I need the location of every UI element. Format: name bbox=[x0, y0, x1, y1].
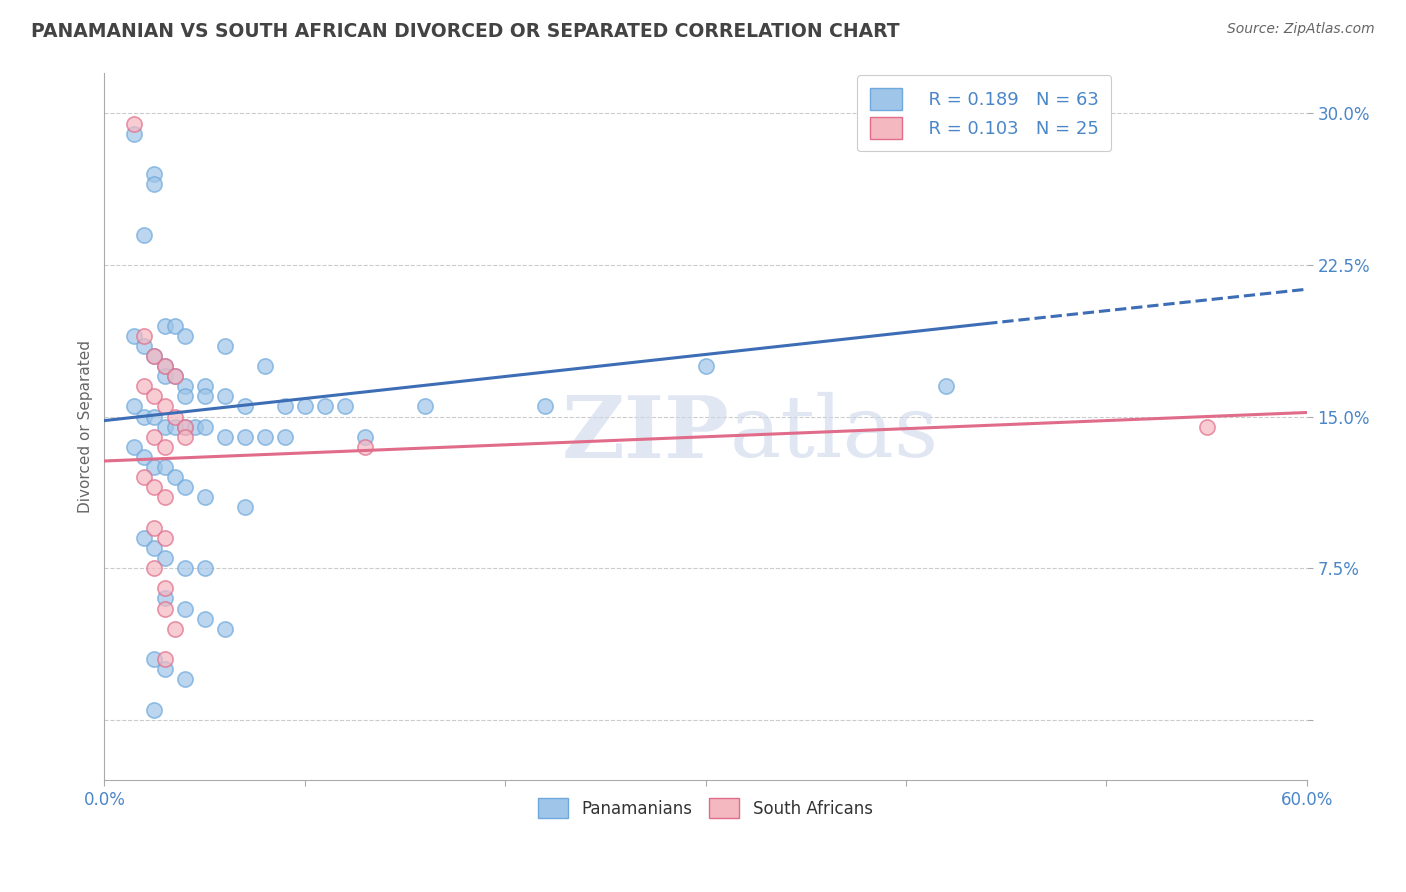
Point bbox=[233, 430, 256, 444]
Point bbox=[153, 601, 176, 615]
Point bbox=[214, 622, 236, 636]
Point bbox=[143, 349, 166, 363]
Text: PANAMANIAN VS SOUTH AFRICAN DIVORCED OR SEPARATED CORRELATION CHART: PANAMANIAN VS SOUTH AFRICAN DIVORCED OR … bbox=[31, 22, 900, 41]
Point bbox=[274, 400, 297, 414]
Point bbox=[153, 419, 176, 434]
Point bbox=[134, 470, 156, 484]
Point bbox=[143, 652, 166, 666]
Point bbox=[173, 389, 195, 403]
Y-axis label: Divorced or Separated: Divorced or Separated bbox=[79, 340, 93, 513]
Text: Source: ZipAtlas.com: Source: ZipAtlas.com bbox=[1227, 22, 1375, 37]
Point bbox=[354, 440, 377, 454]
Point bbox=[153, 359, 176, 373]
Point bbox=[143, 430, 166, 444]
Point bbox=[274, 430, 297, 444]
Point bbox=[194, 561, 217, 575]
Point bbox=[194, 419, 217, 434]
Text: atlas: atlas bbox=[730, 392, 939, 475]
Point bbox=[194, 379, 217, 393]
Point bbox=[143, 521, 166, 535]
Point bbox=[173, 419, 195, 434]
Point bbox=[134, 379, 156, 393]
Point bbox=[143, 561, 166, 575]
Point bbox=[124, 116, 146, 130]
Point bbox=[194, 389, 217, 403]
Point bbox=[134, 339, 156, 353]
Point bbox=[413, 400, 436, 414]
Point bbox=[143, 541, 166, 555]
Point bbox=[124, 328, 146, 343]
Point bbox=[153, 531, 176, 545]
Point bbox=[143, 702, 166, 716]
Point bbox=[163, 622, 186, 636]
Point bbox=[534, 400, 557, 414]
Point bbox=[163, 369, 186, 384]
Point bbox=[153, 440, 176, 454]
Point bbox=[143, 480, 166, 494]
Text: ZIP: ZIP bbox=[562, 392, 730, 475]
Point bbox=[163, 369, 186, 384]
Point bbox=[214, 389, 236, 403]
Point bbox=[124, 440, 146, 454]
Point bbox=[143, 177, 166, 191]
Point bbox=[354, 430, 377, 444]
Point bbox=[153, 460, 176, 475]
Point bbox=[173, 672, 195, 686]
Point bbox=[134, 227, 156, 242]
Point bbox=[143, 389, 166, 403]
Point bbox=[314, 400, 336, 414]
Point bbox=[124, 127, 146, 141]
Point bbox=[173, 430, 195, 444]
Point bbox=[153, 582, 176, 596]
Point bbox=[153, 359, 176, 373]
Point bbox=[163, 419, 186, 434]
Point bbox=[153, 591, 176, 606]
Point bbox=[134, 409, 156, 424]
Point bbox=[233, 400, 256, 414]
Point bbox=[183, 419, 205, 434]
Point bbox=[935, 379, 957, 393]
Point bbox=[194, 612, 217, 626]
Point bbox=[253, 359, 276, 373]
Point bbox=[143, 460, 166, 475]
Point bbox=[173, 379, 195, 393]
Point bbox=[173, 328, 195, 343]
Point bbox=[194, 491, 217, 505]
Point bbox=[143, 409, 166, 424]
Point bbox=[695, 359, 717, 373]
Point bbox=[153, 551, 176, 566]
Legend: Panamanians, South Africans: Panamanians, South Africans bbox=[531, 791, 880, 825]
Point bbox=[134, 450, 156, 464]
Point bbox=[153, 662, 176, 676]
Point bbox=[134, 531, 156, 545]
Point bbox=[163, 470, 186, 484]
Point bbox=[143, 349, 166, 363]
Point bbox=[153, 318, 176, 333]
Point bbox=[153, 652, 176, 666]
Point bbox=[294, 400, 316, 414]
Point bbox=[163, 409, 186, 424]
Point bbox=[1195, 419, 1218, 434]
Point bbox=[134, 328, 156, 343]
Point bbox=[124, 400, 146, 414]
Point bbox=[173, 419, 195, 434]
Point bbox=[173, 561, 195, 575]
Point bbox=[233, 500, 256, 515]
Point bbox=[173, 601, 195, 615]
Point bbox=[214, 339, 236, 353]
Point bbox=[153, 400, 176, 414]
Point bbox=[173, 480, 195, 494]
Point bbox=[163, 318, 186, 333]
Point bbox=[143, 167, 166, 181]
Point bbox=[214, 430, 236, 444]
Point bbox=[153, 369, 176, 384]
Point bbox=[253, 430, 276, 444]
Point bbox=[153, 491, 176, 505]
Point bbox=[333, 400, 356, 414]
